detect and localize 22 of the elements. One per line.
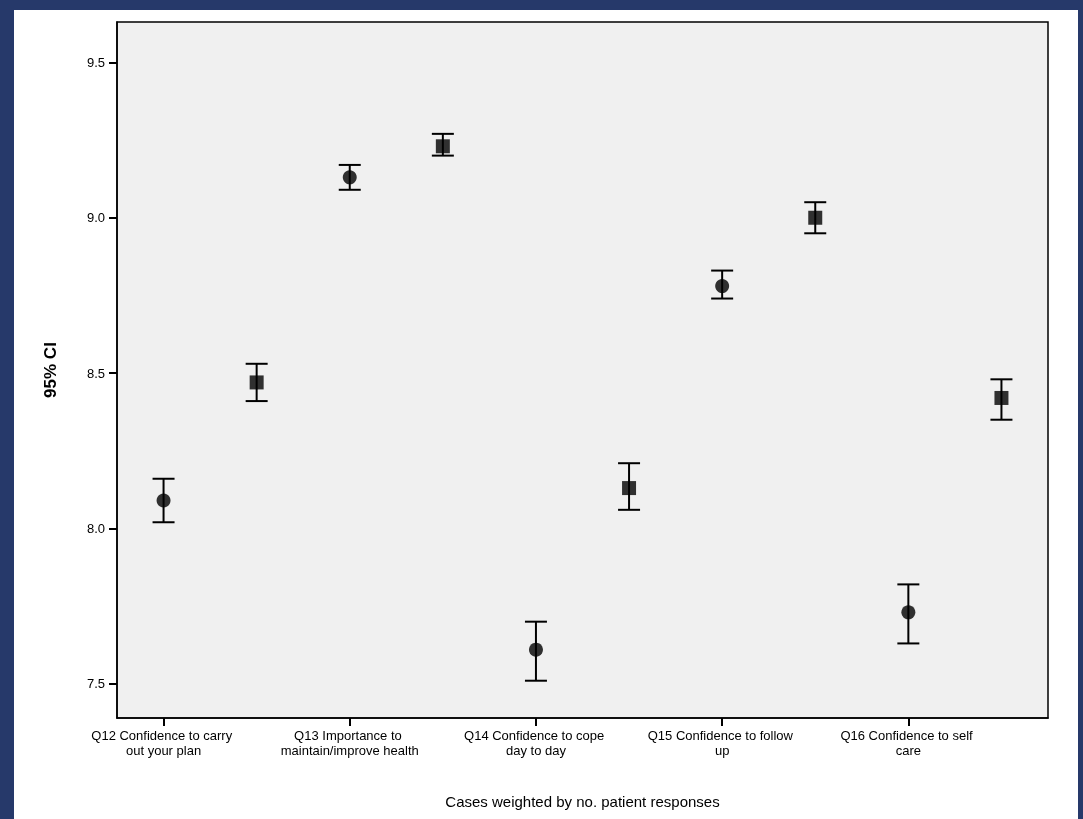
- y-tick-label: 9.0: [86, 210, 105, 226]
- point: [994, 390, 1009, 405]
- point: [622, 481, 637, 496]
- y-tick-label: 9.5: [86, 54, 105, 70]
- x-tick-label: Q14 Confidence to cope day to day: [464, 728, 608, 758]
- point: [342, 170, 357, 185]
- point: [901, 605, 916, 620]
- x-tick-label: Q13 Importance to maintain/improve health: [280, 728, 419, 758]
- x-tick-label: Q12 Confidence to carry out your plan: [91, 728, 236, 758]
- point: [808, 210, 823, 225]
- y-tick-label: 7.5: [86, 676, 105, 692]
- y-tick-label: 8.0: [86, 520, 105, 536]
- x-tick-label: Q15 Confidence to follow up: [647, 728, 797, 758]
- point: [249, 375, 264, 390]
- point: [156, 493, 171, 508]
- y-tick-label: 8.5: [86, 365, 105, 381]
- point: [715, 279, 730, 294]
- y-axis-title: 95% CI: [41, 342, 60, 398]
- x-axis-title: Cases weighted by no. patient responses: [445, 793, 720, 810]
- point: [528, 642, 543, 657]
- point: [435, 139, 450, 154]
- x-tick-label: Q16 Confidence to self care: [840, 728, 977, 758]
